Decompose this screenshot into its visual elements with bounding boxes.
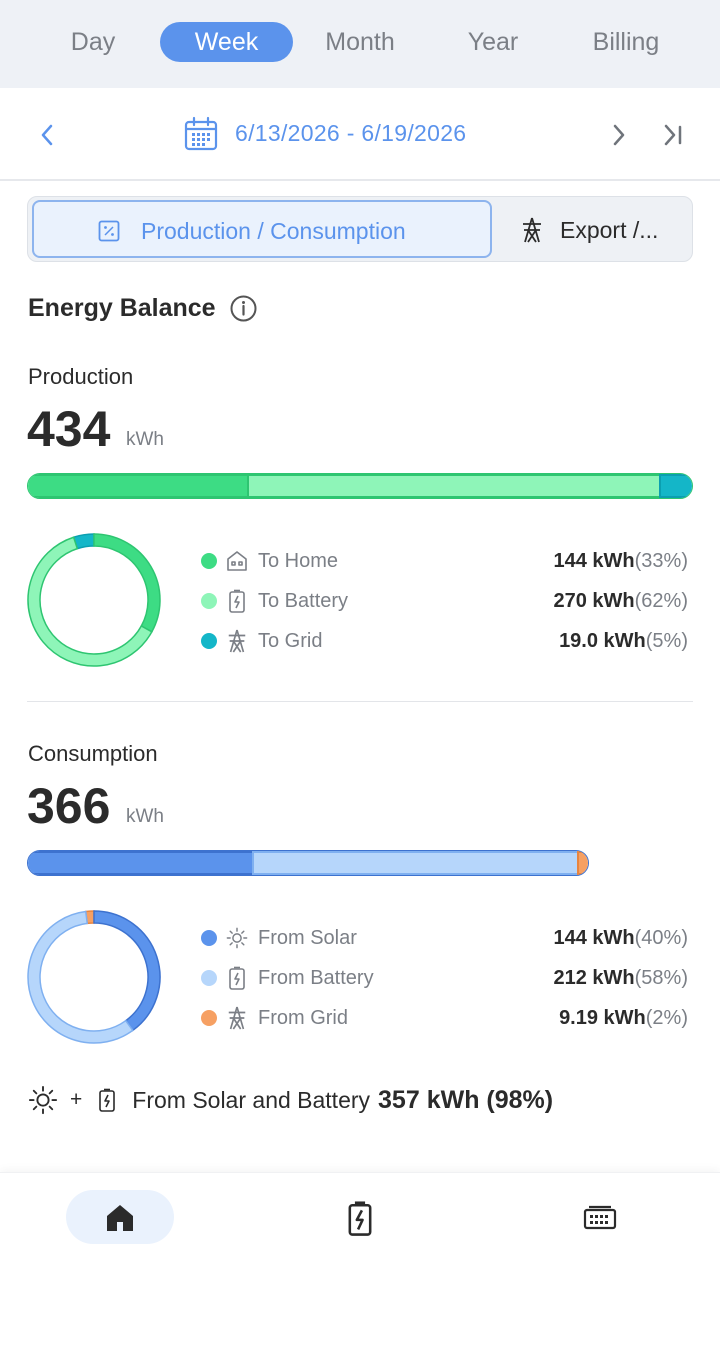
nav-devices[interactable] — [578, 1200, 622, 1236]
skip-to-end-icon[interactable] — [658, 120, 688, 150]
plus-sign: + — [70, 1088, 83, 1111]
legend-to-home: To Home 144 kWh(33%) — [200, 546, 688, 576]
legend-value: 144 kWh(33%) — [553, 550, 688, 572]
legend-from-grid: From Grid 9.19 kWh(2%) — [200, 1003, 688, 1033]
gateway-icon — [582, 1204, 618, 1232]
legend-value: 19.0 kWh(5%) — [559, 630, 688, 652]
legend-value: 9.19 kWh(2%) — [559, 1007, 688, 1029]
legend-value: 270 kWh(62%) — [553, 590, 688, 612]
legend-dot — [201, 970, 217, 986]
nav-home[interactable] — [66, 1190, 174, 1244]
consumption-bar — [27, 850, 589, 876]
chevron-left-icon[interactable] — [34, 120, 60, 150]
donut-slice — [93, 533, 161, 633]
battery-icon — [96, 1086, 118, 1114]
bottom-navigation — [0, 1172, 720, 1350]
donut-slice — [27, 536, 153, 667]
grid-tower-icon — [226, 1006, 248, 1030]
tab-billing[interactable]: Billing — [592, 28, 660, 56]
export-label: Export /... — [560, 217, 659, 243]
legend-dot — [201, 633, 217, 649]
home-icon — [103, 1201, 137, 1235]
battery-icon — [226, 589, 248, 613]
energy-balance-title: Energy Balance — [28, 294, 216, 322]
production-unit: kWh — [126, 429, 164, 450]
legend-from-battery: From Battery 212 kWh(58%) — [200, 963, 688, 993]
summary-text: From Solar and Battery — [132, 1086, 371, 1113]
production-donut — [27, 533, 161, 667]
legend-value: 212 kWh(58%) — [553, 967, 688, 989]
battery-icon — [346, 1200, 374, 1236]
nav-battery[interactable] — [340, 1198, 380, 1238]
production-consumption-tab[interactable]: Production / Consumption — [32, 200, 492, 258]
tab-week[interactable]: Week — [160, 22, 293, 62]
legend-label: From Grid — [258, 1007, 348, 1029]
production-bar — [27, 473, 693, 499]
percent-icon — [98, 220, 120, 242]
legend-dot — [201, 1010, 217, 1026]
grid-tower-icon — [520, 217, 544, 243]
tab-day[interactable]: Day — [70, 28, 116, 56]
legend-to-battery: To Battery 270 kWh(62%) — [200, 586, 688, 616]
donut-slice — [93, 910, 161, 1032]
view-switch: Production / Consumption Export /... — [27, 196, 693, 262]
legend-label: To Home — [258, 550, 339, 572]
battery-icon — [226, 966, 248, 990]
section-divider — [27, 701, 693, 702]
bar-segment — [28, 474, 248, 498]
self-sufficiency-summary: + From Solar and Battery 357 kWh (98%) — [28, 1083, 553, 1117]
summary-value: 357 kWh (98%) — [378, 1085, 554, 1114]
grid-tower-icon — [226, 629, 248, 653]
legend-label: From Solar — [258, 927, 357, 949]
legend-dot — [201, 593, 217, 609]
bar-segment — [28, 851, 252, 875]
legend-from-solar: From Solar 144 kWh(40%) — [200, 923, 688, 953]
production-total: 434 — [27, 401, 111, 457]
production-label: Production — [28, 364, 134, 389]
donut-slice — [27, 910, 134, 1044]
consumption-total: 366 — [27, 778, 111, 834]
legend-dot — [201, 930, 217, 946]
tab-month[interactable]: Month — [325, 28, 395, 56]
chevron-right-icon[interactable] — [606, 120, 632, 150]
export-tab[interactable] — [494, 200, 690, 258]
bar-segment — [658, 474, 692, 498]
consumption-unit: kWh — [126, 806, 164, 827]
home-icon — [226, 549, 248, 573]
info-icon[interactable] — [229, 294, 257, 322]
legend-label: To Battery — [258, 590, 349, 612]
sun-icon — [226, 926, 248, 950]
period-tab-bar: Day Week Month Year Billing — [0, 0, 720, 88]
legend-to-grid: To Grid 19.0 kWh(5%) — [200, 626, 688, 656]
sun-icon — [28, 1085, 58, 1115]
consumption-donut — [27, 910, 161, 1044]
legend-value: 144 kWh(40%) — [553, 927, 688, 949]
tab-year[interactable]: Year — [467, 28, 519, 56]
date-navigation: 6/13/2026 - 6/19/2026 — [0, 88, 720, 181]
production-consumption-label: Production / Consumption — [141, 218, 406, 244]
calendar-icon[interactable] — [182, 115, 220, 153]
legend-dot — [201, 553, 217, 569]
consumption-label: Consumption — [28, 741, 158, 766]
bar-segment — [576, 851, 588, 875]
legend-label: To Grid — [258, 630, 323, 652]
bar-segment — [247, 474, 659, 498]
date-range[interactable]: 6/13/2026 - 6/19/2026 — [235, 120, 467, 146]
bar-segment — [252, 851, 577, 875]
legend-label: From Battery — [258, 967, 374, 989]
